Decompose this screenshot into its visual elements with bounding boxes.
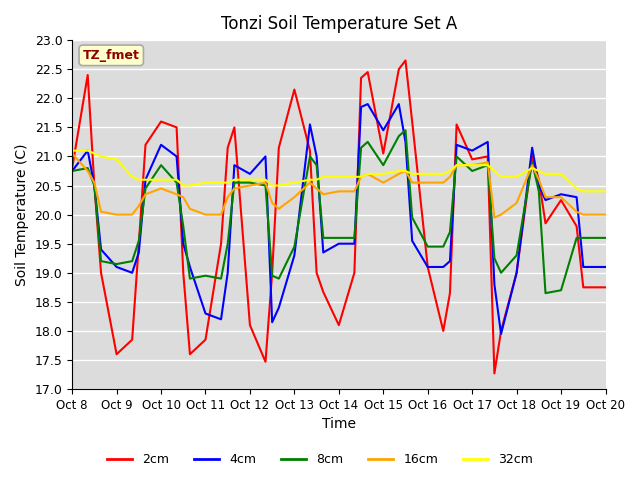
Y-axis label: Soil Temperature (C): Soil Temperature (C) — [15, 144, 29, 286]
Title: Tonzi Soil Temperature Set A: Tonzi Soil Temperature Set A — [221, 15, 457, 33]
Text: TZ_fmet: TZ_fmet — [83, 49, 140, 62]
Legend: 2cm, 4cm, 8cm, 16cm, 32cm: 2cm, 4cm, 8cm, 16cm, 32cm — [102, 448, 538, 471]
X-axis label: Time: Time — [322, 418, 356, 432]
